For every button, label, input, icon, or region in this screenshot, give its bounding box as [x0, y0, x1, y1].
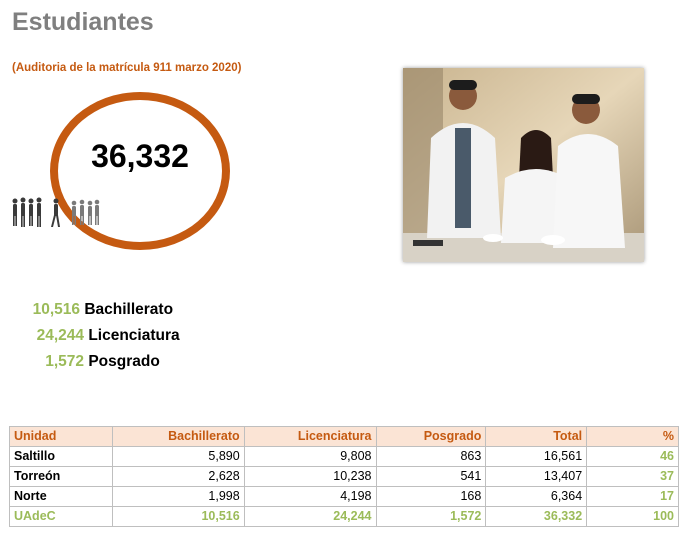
cell-licenciatura: 24,244 [243, 506, 377, 527]
summary-value: 1,572 [45, 353, 84, 370]
cell-total: 16,561 [485, 446, 588, 467]
lab-students-photo [403, 68, 644, 262]
table-total-row: UAdeC 10,516 24,244 1,572 36,332 100 [9, 506, 679, 527]
walking-people-icon [12, 197, 100, 227]
page-title: Estudiantes [12, 8, 154, 36]
column-header-unidad: Unidad [9, 426, 113, 447]
summary-row-bachillerato: 10,516 Bachillerato [18, 300, 180, 326]
summary-row-licenciatura: 24,244 Licenciatura [18, 326, 180, 352]
column-header-posgrado: Posgrado [375, 426, 487, 447]
summary-value: 10,516 [32, 301, 80, 318]
column-header-licenciatura: Licenciatura [243, 426, 377, 447]
table-row: Saltillo 5,890 9,808 863 16,561 46 [9, 446, 679, 467]
cell-unidad: Saltillo [9, 446, 113, 467]
total-ring [50, 92, 230, 250]
cell-licenciatura: 10,238 [243, 466, 377, 487]
column-header-total: Total [485, 426, 588, 447]
cell-posgrado: 168 [375, 486, 487, 507]
page-subtitle: (Auditoria de la matrícula 911 marzo 202… [12, 62, 242, 74]
cell-posgrado: 863 [375, 446, 487, 467]
cell-unidad: Norte [9, 486, 113, 507]
summary-row-posgrado: 1,572 Posgrado [18, 352, 180, 378]
cell-percent: 46 [586, 446, 679, 467]
cell-unidad: Torreón [9, 466, 113, 487]
cell-posgrado: 1,572 [375, 506, 487, 527]
cell-bachillerato: 2,628 [111, 466, 245, 487]
cell-percent: 100 [586, 506, 679, 527]
cell-posgrado: 541 [375, 466, 487, 487]
cell-bachillerato: 10,516 [111, 506, 245, 527]
summary-label: Licenciatura [88, 327, 180, 344]
total-students-value: 36,332 [91, 138, 189, 174]
enrollment-table: Unidad Bachillerato Licenciatura Posgrad… [9, 426, 679, 527]
summary-label: Posgrado [88, 353, 160, 370]
cell-percent: 37 [586, 466, 679, 487]
column-header-bachillerato: Bachillerato [111, 426, 245, 447]
cell-total: 36,332 [485, 506, 588, 527]
summary-label: Bachillerato [84, 301, 174, 318]
column-header-percent: % [586, 426, 679, 447]
summary-value: 24,244 [36, 327, 84, 344]
cell-percent: 17 [586, 486, 679, 507]
cell-licenciatura: 9,808 [243, 446, 377, 467]
table-row: Norte 1,998 4,198 168 6,364 17 [9, 486, 679, 507]
table-row: Torreón 2,628 10,238 541 13,407 37 [9, 466, 679, 487]
cell-licenciatura: 4,198 [243, 486, 377, 507]
cell-bachillerato: 1,998 [111, 486, 245, 507]
cell-unidad: UAdeC [9, 506, 113, 527]
table-header-row: Unidad Bachillerato Licenciatura Posgrad… [9, 426, 679, 447]
cell-bachillerato: 5,890 [111, 446, 245, 467]
cell-total: 13,407 [485, 466, 588, 487]
cell-total: 6,364 [485, 486, 588, 507]
enrollment-summary: 10,516 Bachillerato 24,244 Licenciatura … [18, 300, 180, 378]
